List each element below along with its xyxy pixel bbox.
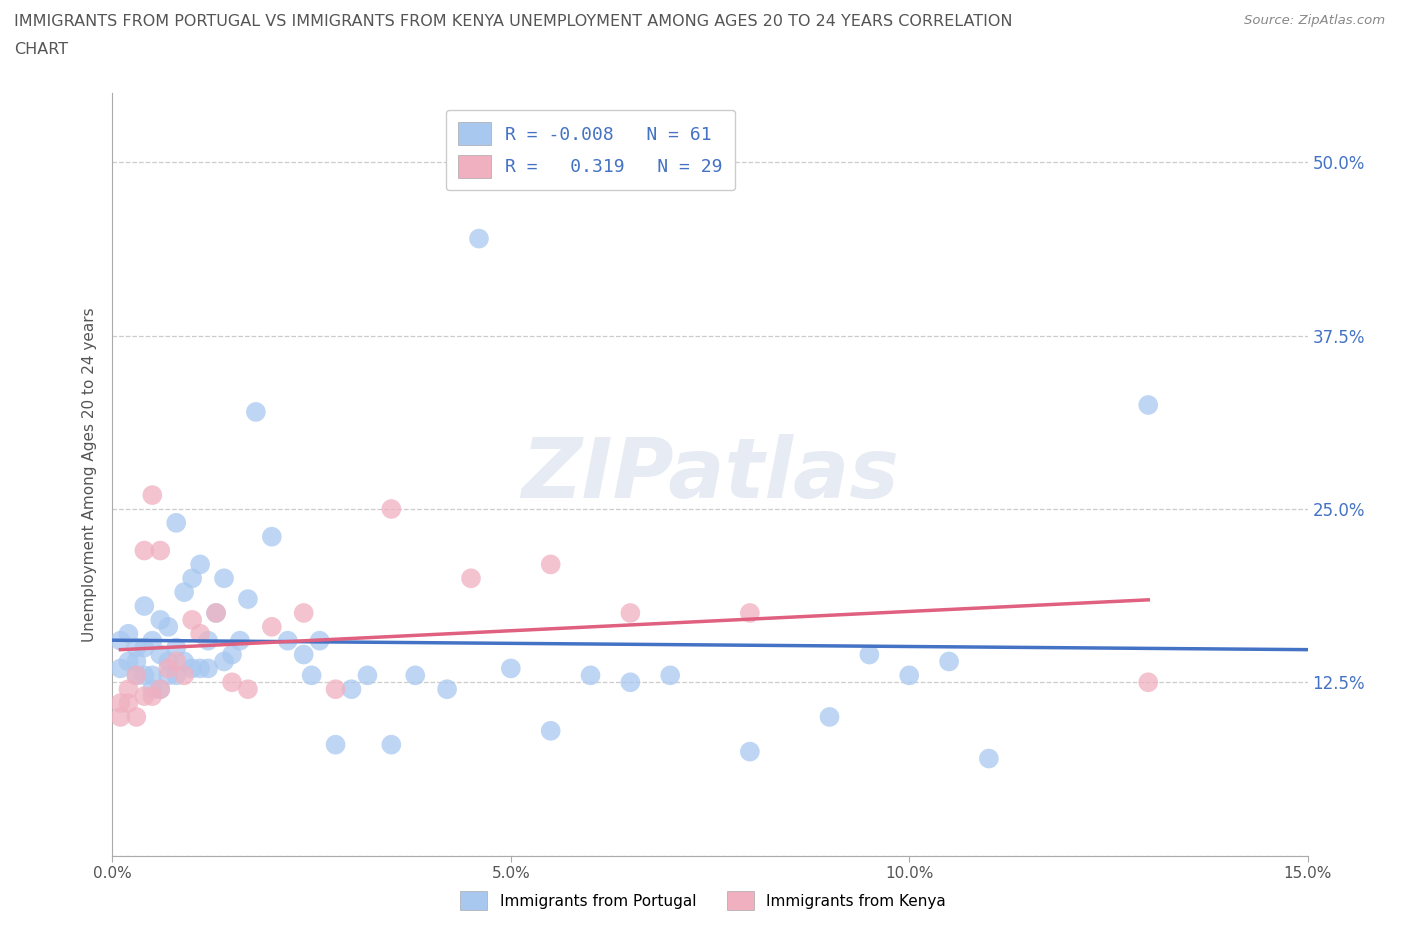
- Point: [165, 515, 187, 530]
- Point: [125, 640, 148, 655]
- Point: [157, 654, 180, 669]
- Point: [173, 654, 195, 669]
- Point: [205, 605, 228, 620]
- Point: [1137, 675, 1160, 690]
- Point: [117, 682, 139, 697]
- Point: [540, 724, 562, 738]
- Point: [157, 619, 180, 634]
- Point: [325, 682, 347, 697]
- Point: [188, 557, 211, 572]
- Text: Source: ZipAtlas.com: Source: ZipAtlas.com: [1244, 14, 1385, 27]
- Point: [117, 626, 139, 641]
- Point: [436, 682, 458, 697]
- Point: [619, 605, 641, 620]
- Point: [898, 668, 921, 683]
- Point: [165, 654, 187, 669]
- Point: [157, 661, 180, 676]
- Point: [1137, 397, 1160, 412]
- Point: [149, 682, 172, 697]
- Point: [380, 737, 402, 752]
- Point: [212, 654, 235, 669]
- Point: [858, 647, 880, 662]
- Point: [260, 619, 283, 634]
- Point: [141, 689, 163, 704]
- Point: [579, 668, 602, 683]
- Point: [277, 633, 299, 648]
- Point: [125, 668, 148, 683]
- Point: [134, 640, 156, 655]
- Point: [236, 682, 259, 697]
- Point: [157, 668, 180, 683]
- Text: IMMIGRANTS FROM PORTUGAL VS IMMIGRANTS FROM KENYA UNEMPLOYMENT AMONG AGES 20 TO : IMMIGRANTS FROM PORTUGAL VS IMMIGRANTS F…: [14, 14, 1012, 29]
- Point: [141, 668, 163, 683]
- Point: [499, 661, 522, 676]
- Point: [236, 591, 259, 606]
- Point: [110, 710, 132, 724]
- Point: [659, 668, 682, 683]
- Point: [292, 647, 315, 662]
- Text: ZIPatlas: ZIPatlas: [522, 433, 898, 515]
- Point: [134, 543, 156, 558]
- Point: [149, 647, 172, 662]
- Point: [468, 232, 491, 246]
- Point: [188, 661, 211, 676]
- Point: [325, 737, 347, 752]
- Y-axis label: Unemployment Among Ages 20 to 24 years: Unemployment Among Ages 20 to 24 years: [82, 307, 97, 642]
- Point: [181, 571, 204, 586]
- Point: [356, 668, 378, 683]
- Point: [245, 405, 267, 419]
- Point: [117, 654, 139, 669]
- Point: [818, 710, 841, 724]
- Point: [110, 661, 132, 676]
- Point: [149, 613, 172, 628]
- Point: [340, 682, 363, 697]
- Point: [173, 668, 195, 683]
- Point: [110, 696, 132, 711]
- Point: [197, 661, 219, 676]
- Point: [404, 668, 426, 683]
- Point: [301, 668, 323, 683]
- Point: [212, 571, 235, 586]
- Legend: Immigrants from Portugal, Immigrants from Kenya: Immigrants from Portugal, Immigrants fro…: [453, 884, 953, 918]
- Point: [460, 571, 482, 586]
- Point: [134, 599, 156, 614]
- Text: CHART: CHART: [14, 42, 67, 57]
- Point: [165, 668, 187, 683]
- Point: [149, 682, 172, 697]
- Point: [619, 675, 641, 690]
- Legend: R = -0.008   N = 61, R =   0.319   N = 29: R = -0.008 N = 61, R = 0.319 N = 29: [446, 110, 735, 191]
- Point: [738, 744, 761, 759]
- Point: [181, 661, 204, 676]
- Point: [738, 605, 761, 620]
- Point: [292, 605, 315, 620]
- Point: [308, 633, 330, 648]
- Point: [125, 668, 148, 683]
- Point: [380, 501, 402, 516]
- Point: [221, 675, 243, 690]
- Point: [197, 633, 219, 648]
- Point: [260, 529, 283, 544]
- Point: [173, 585, 195, 600]
- Point: [221, 647, 243, 662]
- Point: [141, 633, 163, 648]
- Point: [205, 605, 228, 620]
- Point: [181, 613, 204, 628]
- Point: [134, 668, 156, 683]
- Point: [977, 751, 1000, 766]
- Point: [540, 557, 562, 572]
- Point: [117, 696, 139, 711]
- Point: [125, 710, 148, 724]
- Point: [141, 682, 163, 697]
- Point: [141, 487, 163, 502]
- Point: [110, 633, 132, 648]
- Point: [938, 654, 960, 669]
- Point: [188, 626, 211, 641]
- Point: [134, 689, 156, 704]
- Point: [149, 543, 172, 558]
- Point: [125, 654, 148, 669]
- Point: [165, 640, 187, 655]
- Point: [229, 633, 252, 648]
